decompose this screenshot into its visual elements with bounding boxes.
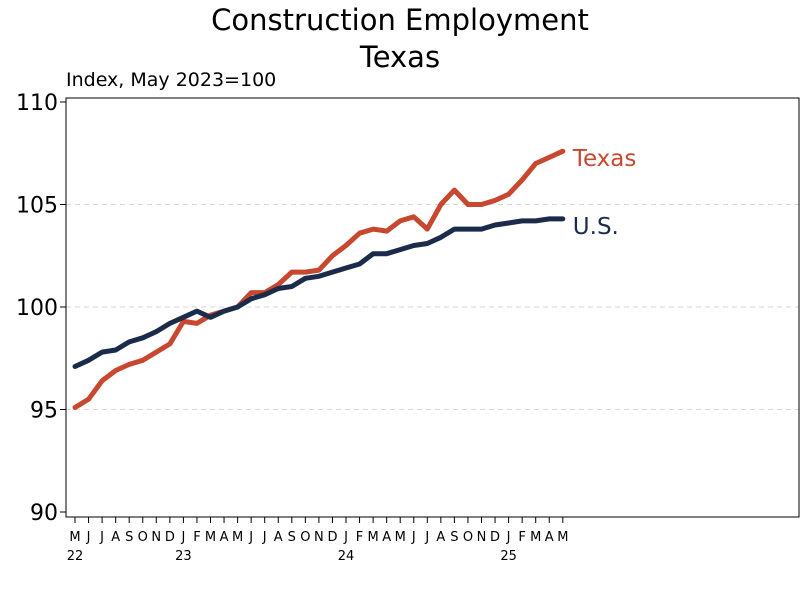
series-label-us: U.S. — [573, 214, 619, 240]
x-tick-label: F — [193, 530, 200, 545]
gridlines — [66, 204, 799, 410]
series-line-us — [72, 216, 566, 369]
x-tick-label: J — [248, 530, 253, 545]
x-tick-label: A — [545, 530, 554, 545]
x-tick-label: J — [86, 530, 91, 545]
x-year-label: 24 — [338, 549, 355, 564]
x-tick-label: N — [477, 530, 487, 545]
y-tick-label: 100 — [16, 296, 58, 321]
x-tick-label: O — [138, 530, 148, 545]
x-tick-label: N — [314, 530, 324, 545]
x-tick-label: D — [490, 530, 500, 545]
x-tick-label: J — [99, 530, 104, 545]
x-tick-label: F — [518, 530, 525, 545]
series-lines — [72, 148, 566, 410]
x-tick-label: M — [232, 530, 243, 545]
chart-subtitle: Texas — [359, 40, 440, 74]
x-tick-label: M — [69, 530, 80, 545]
series-line-texas — [72, 148, 566, 410]
x-tick-label: S — [288, 530, 296, 545]
x-tick-label: J — [343, 530, 348, 545]
x-tick-label: M — [395, 530, 406, 545]
x-tick-label: M — [530, 530, 541, 545]
x-tick-label: A — [382, 530, 391, 545]
y-tick-label: 95 — [30, 399, 58, 424]
x-tick-label: J — [180, 530, 185, 545]
x-year-label: 23 — [175, 549, 192, 564]
x-tick-label: M — [367, 530, 378, 545]
x-tick-label: O — [300, 530, 310, 545]
x-tick-label: J — [262, 530, 267, 545]
series-labels: Texas U.S. — [572, 146, 637, 240]
x-tick-label: J — [424, 530, 429, 545]
x-tick-label: N — [151, 530, 161, 545]
x-year-label: 25 — [500, 549, 517, 564]
x-tick-label: A — [274, 530, 283, 545]
chart-title: Construction Employment — [211, 3, 589, 37]
x-tick-label: D — [165, 530, 175, 545]
x-tick-label: S — [450, 530, 458, 545]
x-tick-label: A — [111, 530, 120, 545]
x-tick-label: S — [125, 530, 133, 545]
x-tick-label: F — [356, 530, 363, 545]
x-tick-label: M — [557, 530, 568, 545]
x-tick-label: D — [327, 530, 337, 545]
x-tick-label: J — [506, 530, 511, 545]
x-tick-label: J — [411, 530, 416, 545]
x-axis: M J J A S O N D J F M A M J J A S O N D J F M A M J J A S O N D J F M A M22 2… — [67, 517, 568, 564]
y-tick-label: 105 — [16, 194, 58, 219]
x-tick-label: M — [205, 530, 216, 545]
y-units-label: Index, May 2023=100 — [66, 69, 276, 91]
x-tick-label: A — [220, 530, 229, 545]
x-tick-label: A — [436, 530, 445, 545]
series-label-texas: Texas — [572, 146, 637, 172]
y-axis: 90 95 100 105 110 — [16, 91, 66, 526]
y-tick-label: 90 — [30, 501, 58, 526]
x-year-label: 22 — [67, 549, 84, 564]
y-tick-label: 110 — [16, 91, 58, 116]
x-tick-label: O — [463, 530, 473, 545]
